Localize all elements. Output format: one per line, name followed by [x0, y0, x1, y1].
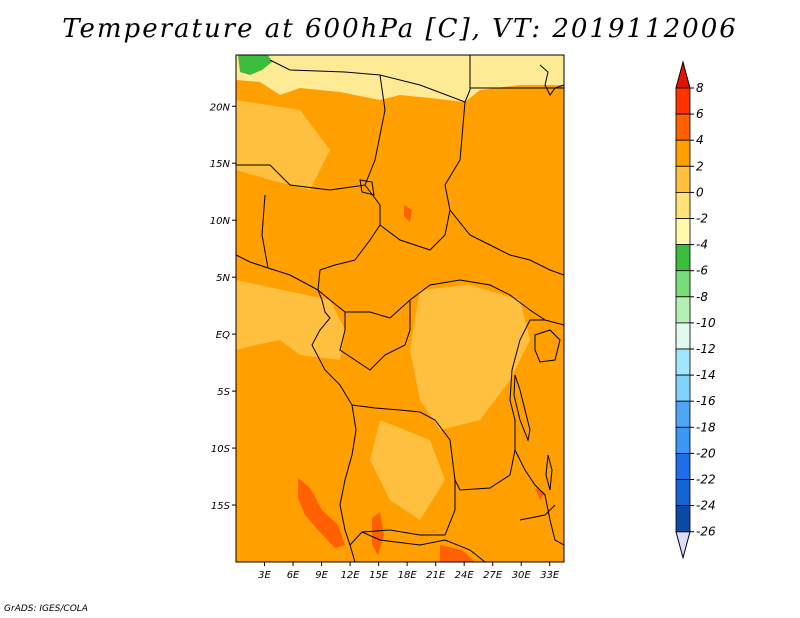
lat-tick-label: 5N	[216, 273, 230, 284]
colorbar-bin	[675, 479, 691, 507]
colorbar-label: 0	[696, 185, 704, 199]
border-car	[379, 209, 451, 251]
colorbar-bin	[675, 191, 691, 219]
border-namibia	[361, 531, 486, 562]
lake-tanganyika	[513, 374, 531, 442]
colorbar-label: -24	[696, 499, 716, 513]
border-north-1	[269, 55, 471, 103]
colorbar-label: -20	[696, 446, 716, 460]
lake-malawi	[545, 454, 553, 491]
colorbar-label: -26	[696, 525, 716, 539]
lon-tick-label: 27E	[483, 570, 503, 581]
lat-tick-label: 20N	[210, 102, 231, 113]
lat-tick-label: 10S	[211, 444, 231, 455]
lon-tick-label: 9E	[315, 570, 328, 581]
country-borders	[236, 55, 564, 562]
lake-chad	[359, 179, 375, 196]
colorbar-bin	[675, 218, 691, 246]
field-warm-lower-south	[370, 420, 445, 520]
border-drc-east	[509, 319, 564, 450]
border-north-2	[364, 74, 386, 186]
colorbar-label: -16	[696, 394, 716, 408]
colorbar-bin	[675, 87, 691, 115]
colorbar-label: -6	[696, 264, 708, 278]
lon-tick-label: 21E	[426, 570, 446, 581]
colorbar-bin	[675, 165, 691, 193]
border-north-3	[444, 101, 564, 276]
colorbar-bin	[675, 322, 691, 350]
colorbar-bottom-arrow	[675, 531, 691, 560]
border-nigeria	[261, 194, 269, 269]
field-hot-patch-southeast	[440, 545, 475, 562]
lon-tick-label: 24E	[455, 570, 475, 581]
colorbar-label: -12	[696, 342, 716, 356]
colorbar-bin	[675, 426, 691, 454]
colorbar-bin	[675, 244, 691, 272]
colorbar-bin	[675, 113, 691, 141]
colorbar-label: -2	[696, 212, 708, 226]
lon-tick-label: 12E	[341, 570, 361, 581]
footer-credit: GrADS: IGES/COLA	[4, 604, 88, 614]
colorbar-bin	[675, 374, 691, 402]
field-warm-lower-west	[236, 280, 345, 360]
colorbar-label: -8	[696, 290, 708, 304]
lon-tick-label: 6E	[287, 570, 300, 581]
axis-ticks: 20N 15N 10N 5N EQ 5S 10S 15S 3E 6E 9E 12E 15E 18E 21E 2…	[210, 102, 560, 581]
field-cool-area-north	[236, 55, 564, 102]
colorbar-bin	[675, 505, 691, 533]
lon-tick-label: 33E	[540, 570, 560, 581]
colorbar-label: -10	[696, 316, 716, 330]
lon-tick-label: 3E	[258, 570, 271, 581]
field-hot-patch-southwest	[298, 478, 345, 548]
lat-tick-label: 15S	[211, 501, 231, 512]
lat-tick-label: 10N	[210, 216, 231, 227]
colorbar-label: 8	[696, 81, 704, 95]
lat-tick-label: EQ	[216, 330, 230, 341]
colorbar: 8 6 4 2 0 -2 -4 -6 -8 -10 -12 -14 -16 -18 -20 -22 -24 -26	[675, 60, 716, 560]
map-title: Temperature at 600hPa [C], VT: 201911200…	[62, 14, 738, 44]
lon-tick-label: 15E	[369, 570, 389, 581]
colorbar-bin	[675, 452, 691, 480]
colorbar-label: -22	[696, 473, 716, 487]
colorbar-top-arrow	[675, 60, 691, 89]
field-warm-lower-center	[410, 285, 530, 430]
field-hot-patch-south	[372, 512, 384, 555]
colorbar-label: -18	[696, 420, 716, 434]
lat-tick-label: 15N	[210, 159, 231, 170]
colorbar-bin	[675, 348, 691, 376]
border-mozambique	[514, 449, 564, 546]
colorbar-label: 4	[696, 133, 704, 147]
colorbar-label: -14	[696, 368, 716, 382]
plot-frame	[235, 54, 565, 563]
colorbar-bin	[675, 139, 691, 167]
lon-tick-label: 18E	[398, 570, 418, 581]
border-east	[519, 504, 556, 521]
coastline-west-africa	[236, 254, 357, 562]
colorbar-bin	[675, 296, 691, 324]
border-west-sahel	[236, 164, 381, 261]
border-cameroon	[317, 259, 391, 319]
field-warm-lower-northwest	[236, 100, 330, 190]
field-hot-patch-east	[535, 488, 545, 500]
lake-victoria	[534, 329, 561, 363]
field-hot-patch-north	[404, 205, 412, 222]
colorbar-label: -4	[696, 238, 708, 252]
colorbar-bin	[675, 400, 691, 428]
field-green-patch	[238, 55, 272, 75]
colorbar-label: 2	[696, 159, 704, 173]
lat-tick-label: 5S	[217, 387, 230, 398]
border-car-south	[389, 279, 546, 321]
lon-tick-label: 30E	[512, 570, 532, 581]
colorbar-bin	[675, 270, 691, 298]
nile-lines	[539, 64, 564, 96]
border-congo	[339, 300, 411, 371]
colorbar-label: 6	[696, 107, 704, 121]
border-drc-angola	[351, 404, 516, 491]
